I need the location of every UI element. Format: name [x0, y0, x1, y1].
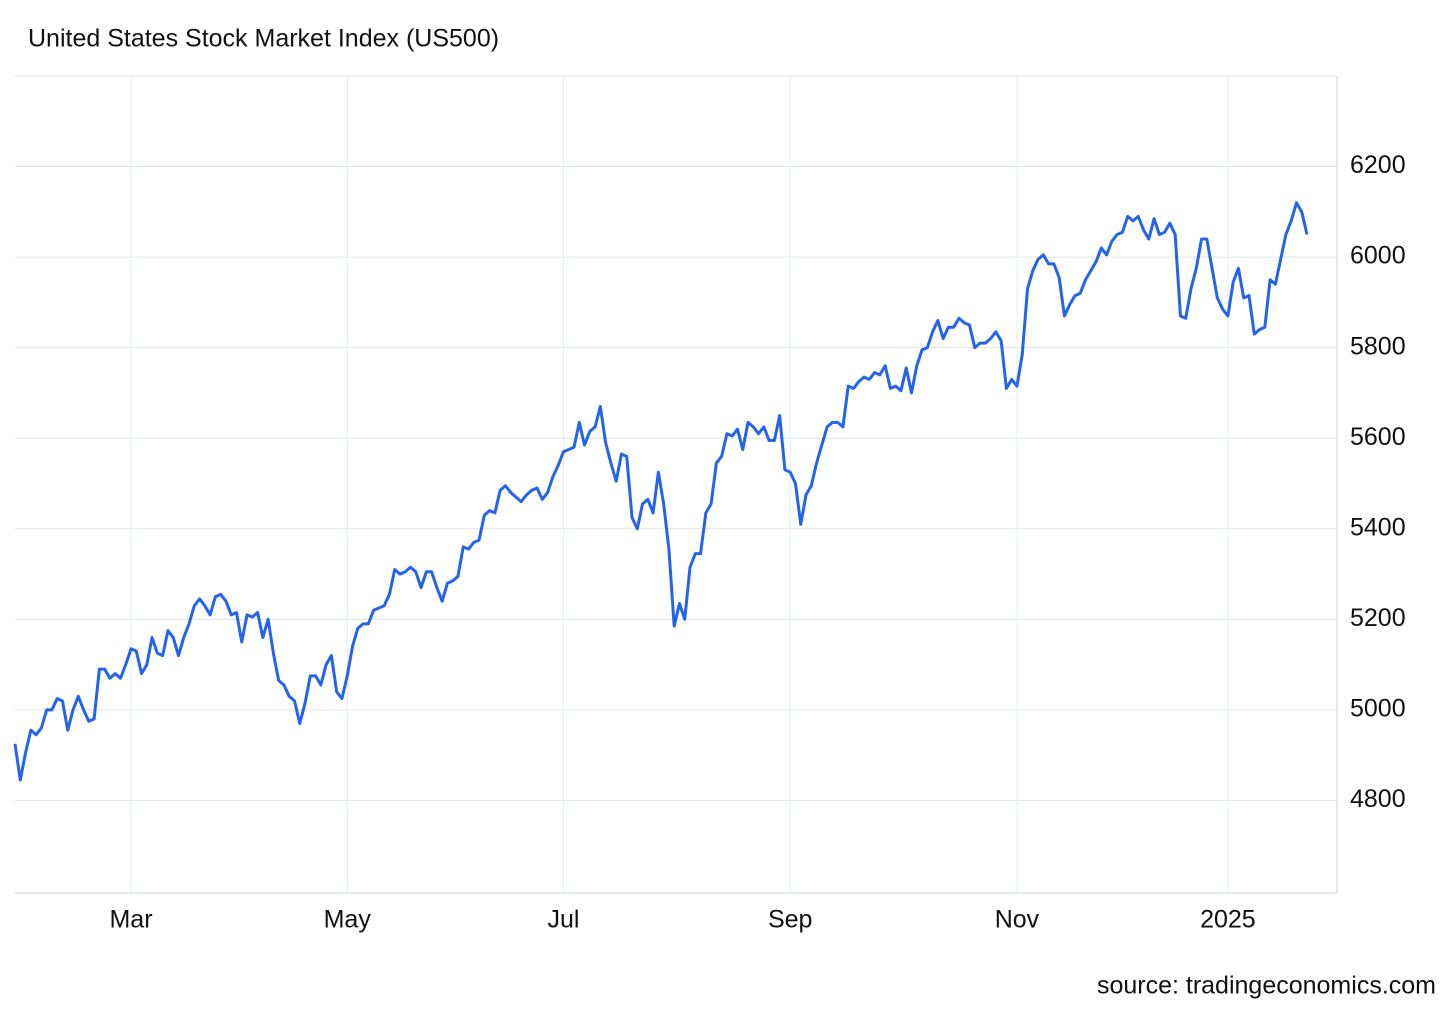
x-tick-label: Jul — [547, 906, 579, 934]
y-tick-label: 5800 — [1350, 332, 1406, 360]
y-tick-label: 6000 — [1350, 242, 1406, 270]
x-tick-label: Nov — [995, 906, 1040, 934]
y-tick-label: 4800 — [1350, 785, 1406, 813]
chart-title: United States Stock Market Index (US500) — [28, 25, 499, 53]
x-tick-label: Mar — [109, 906, 152, 934]
y-tick-label: 5400 — [1350, 513, 1406, 541]
y-tick-label: 6200 — [1350, 151, 1406, 179]
x-tick-label: May — [324, 906, 372, 934]
y-tick-label: 5600 — [1350, 423, 1406, 451]
x-tick-label: Sep — [768, 906, 812, 934]
data-line — [13, 201, 1309, 782]
y-tick-label: 5200 — [1350, 604, 1406, 632]
source-note: source: tradingeconomics.com — [1097, 972, 1436, 1000]
y-tick-label: 5000 — [1350, 694, 1406, 722]
x-tick-label: 2025 — [1200, 906, 1256, 934]
